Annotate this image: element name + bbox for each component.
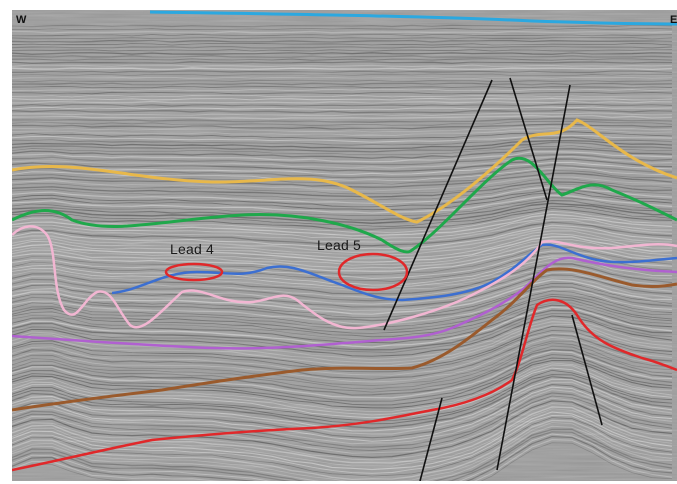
seismic-noise-texture bbox=[12, 10, 677, 481]
fault-line-5 bbox=[419, 397, 443, 481]
horizon-green bbox=[12, 156, 677, 254]
horizon-red bbox=[12, 298, 677, 472]
west-label: W bbox=[16, 14, 27, 26]
horizon-yellow bbox=[12, 118, 677, 224]
horizon-blue bbox=[111, 243, 677, 302]
seismic-image bbox=[12, 10, 677, 481]
horizon-brown bbox=[12, 267, 677, 412]
fault-line-2 bbox=[509, 77, 548, 201]
lead-5-label: Lead 5 bbox=[317, 237, 362, 253]
fault-line-4 bbox=[571, 314, 603, 426]
horizon-purple bbox=[12, 256, 677, 350]
fault-line-3 bbox=[496, 84, 571, 471]
horizon-pink bbox=[12, 225, 677, 330]
lead-4-outline bbox=[164, 262, 224, 282]
lead-4-label: Lead 4 bbox=[170, 241, 215, 257]
seabed-line bbox=[149, 10, 677, 26]
fault-line-1 bbox=[383, 79, 493, 331]
seismic-profile bbox=[12, 10, 677, 481]
lead-5-outline bbox=[337, 252, 409, 292]
east-label: E bbox=[670, 14, 677, 26]
